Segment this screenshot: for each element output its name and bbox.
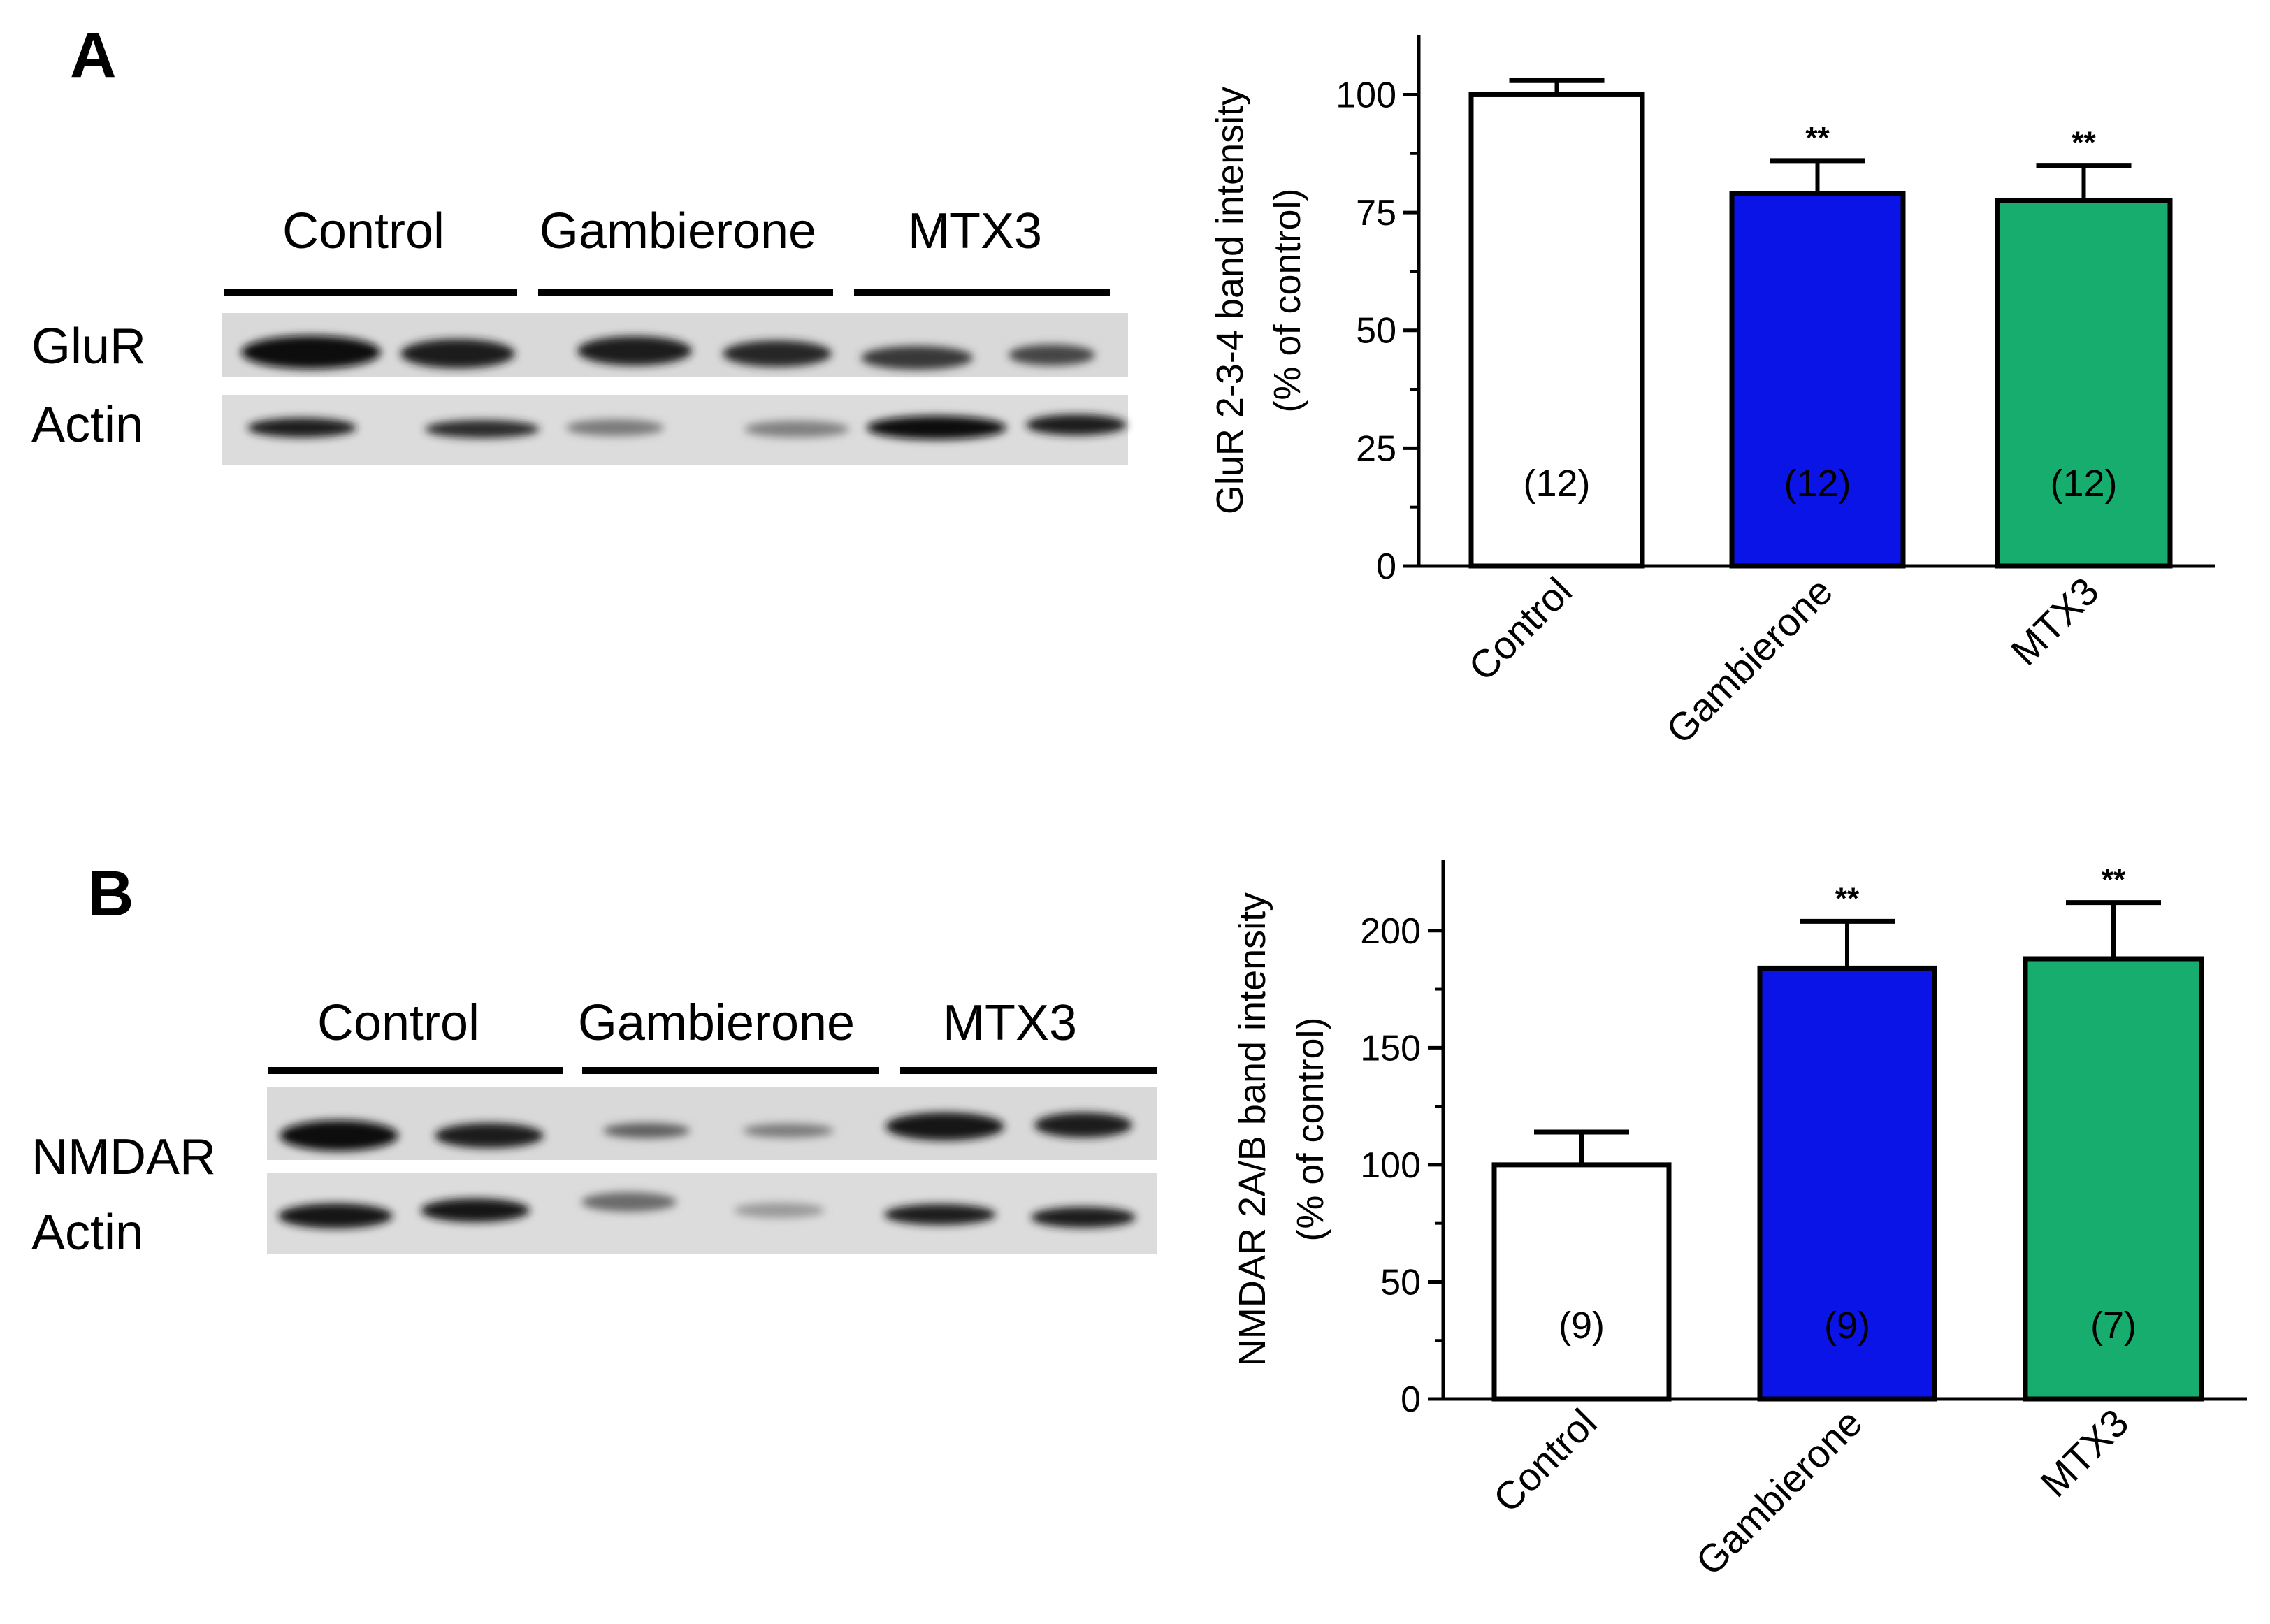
blot-group-label: Control <box>282 203 444 259</box>
y-axis-title: (% of control) <box>1289 1017 1331 1241</box>
blot-row-label: Actin <box>31 1205 143 1261</box>
y-tick-label: 50 <box>1356 311 1396 351</box>
y-tick-label: 75 <box>1356 193 1396 233</box>
blot-band <box>577 336 692 365</box>
x-tick-label: Gambierone <box>1658 569 1841 752</box>
blot-band <box>278 1203 393 1228</box>
blot-group-label: Control <box>317 995 479 1051</box>
blot-band <box>1034 1112 1132 1138</box>
panel-letter-a: A <box>70 20 116 91</box>
y-axis-title: GluR 2-3-4 band intensity <box>1209 87 1251 514</box>
significance-label: ** <box>2072 126 2096 160</box>
blot-band <box>241 335 381 369</box>
blot-bands-nmdar <box>280 1112 1132 1151</box>
blot-bands-actin-a <box>247 414 1127 440</box>
blot-strip-nmdar <box>267 1087 1157 1160</box>
n-label: (7) <box>2090 1305 2137 1347</box>
bar <box>1757 965 1937 1402</box>
y-tick-label: 0 <box>1401 1379 1421 1420</box>
panel-a: A Control Gambierone MTX3 GluR Actin <box>31 20 2215 752</box>
western-blot-a: Control Gambierone MTX3 GluR Actin <box>31 203 1128 465</box>
y-tick-label: 50 <box>1380 1262 1421 1303</box>
x-tick-label: MTX3 <box>2032 1400 2137 1505</box>
blot-band <box>1026 414 1127 435</box>
y-tick-label: 150 <box>1360 1028 1421 1068</box>
n-label: (9) <box>1559 1305 1605 1347</box>
x-tick-label: Control <box>1484 1400 1605 1521</box>
panel-b: B Control Gambierone MTX3 NMDAR Actin <box>31 858 2247 1583</box>
blot-strip-actin-b <box>267 1173 1157 1254</box>
blot-band <box>566 419 664 436</box>
y-tick-label: 200 <box>1360 911 1421 952</box>
blot-group-label: MTX3 <box>908 203 1042 259</box>
blot-band <box>867 416 1006 440</box>
n-label: (12) <box>1784 463 1851 505</box>
n-label: (12) <box>1523 463 1590 505</box>
blot-group-label: MTX3 <box>943 995 1077 1051</box>
blot-band <box>280 1120 398 1151</box>
y-tick-label: 25 <box>1356 428 1396 469</box>
blot-band <box>1031 1207 1136 1228</box>
bar <box>1468 92 1645 569</box>
significance-label: ** <box>1805 121 1830 155</box>
blot-band <box>885 1112 1004 1140</box>
blot-band <box>247 418 356 437</box>
y-axis-title: NMDAR 2A/B band intensity <box>1231 892 1273 1366</box>
y-tick-label: 0 <box>1376 546 1396 587</box>
n-label: (12) <box>2050 463 2117 505</box>
n-label: (9) <box>1824 1305 1870 1347</box>
blot-band <box>400 339 515 368</box>
western-blot-b: Control Gambierone MTX3 NMDAR Actin <box>31 995 1157 1261</box>
blot-row-label: Actin <box>31 397 143 453</box>
x-tick-label: Control <box>1460 569 1580 689</box>
blot-group-label: Gambierone <box>540 203 816 259</box>
blot-group-label: Gambierone <box>578 995 855 1051</box>
blot-row-label: GluR <box>31 319 146 375</box>
bar <box>1491 1162 1672 1402</box>
bar <box>1995 198 2173 569</box>
blot-band <box>1009 345 1095 365</box>
bar-chart-a: 0 25 50 75 100 GluR 2-3-4 band intensity (% of… <box>1209 35 2215 752</box>
blot-band <box>734 1203 825 1218</box>
blot-band <box>421 1198 530 1222</box>
bar <box>2023 956 2204 1402</box>
blot-row-label: NMDAR <box>31 1129 216 1185</box>
blot-bands-actin-b <box>278 1192 1136 1228</box>
blot-band <box>723 340 832 367</box>
blot-band <box>425 420 540 438</box>
panel-letter-b: B <box>87 858 133 929</box>
blot-bands-glur <box>241 335 1095 370</box>
blot-band <box>861 346 973 370</box>
blot-band <box>435 1123 544 1148</box>
y-axis-title: (% of control) <box>1266 188 1308 412</box>
y-tick-label: 100 <box>1336 75 1396 115</box>
bar <box>1729 191 1906 569</box>
x-tick-label: Gambierone <box>1687 1400 1870 1583</box>
blot-band <box>581 1192 677 1212</box>
blot-band <box>603 1123 690 1138</box>
y-tick-label: 100 <box>1360 1145 1421 1186</box>
blot-band <box>743 1124 834 1138</box>
bar-chart-b: 0 50 100 150 200 NMDAR 2A/B band intensity (% … <box>1231 860 2247 1583</box>
x-tick-label: MTX3 <box>2002 569 2107 674</box>
blot-band <box>744 421 849 437</box>
significance-label: ** <box>1835 881 1860 915</box>
blot-band <box>884 1204 996 1225</box>
significance-label: ** <box>2102 863 2126 897</box>
